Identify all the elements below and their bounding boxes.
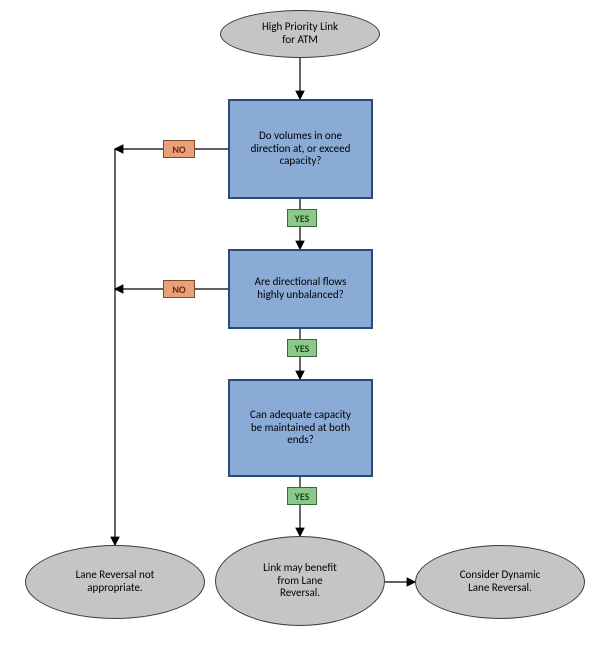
no-badge-1: NO	[163, 140, 195, 158]
decision-capacity-label: Can adequate capacitybe maintained at bo…	[250, 409, 351, 447]
decision-volumes-label: Do volumes in onedirection at, or exceed…	[251, 130, 351, 168]
no-badge-2: NO	[163, 280, 195, 298]
decision-unbalanced-label: Are directional flowshighly unbalanced?	[255, 276, 347, 301]
terminal-not-appropriate: Lane Reversal notappropriate.	[25, 545, 205, 619]
yes-badge-1: YES	[287, 209, 317, 227]
yes-badge-2: YES	[287, 339, 317, 357]
decision-unbalanced: Are directional flowshighly unbalanced?	[228, 249, 373, 329]
terminal-benefit: Link may benefitfrom LaneReversal.	[215, 536, 385, 626]
decision-capacity: Can adequate capacitybe maintained at bo…	[228, 379, 373, 477]
yes-badge-2-label: YES	[295, 342, 310, 355]
flowchart-canvas: { "type": "flowchart", "background_color…	[0, 0, 600, 656]
terminal-benefit-label: Link may benefitfrom LaneReversal.	[263, 562, 337, 600]
start-label: High Priority Linkfor ATM	[262, 21, 338, 46]
terminal-dynamic: Consider DynamicLane Reversal.	[415, 545, 585, 619]
decision-volumes: Do volumes in onedirection at, or exceed…	[228, 99, 373, 199]
yes-badge-3-label: YES	[295, 490, 310, 503]
yes-badge-1-label: YES	[295, 212, 310, 225]
terminal-dynamic-label: Consider DynamicLane Reversal.	[460, 569, 541, 594]
no-badge-1-label: NO	[172, 143, 185, 156]
terminal-not-appropriate-label: Lane Reversal notappropriate.	[76, 569, 155, 594]
start-node: High Priority Linkfor ATM	[220, 10, 380, 58]
no-badge-2-label: NO	[172, 283, 185, 296]
yes-badge-3: YES	[287, 487, 317, 505]
